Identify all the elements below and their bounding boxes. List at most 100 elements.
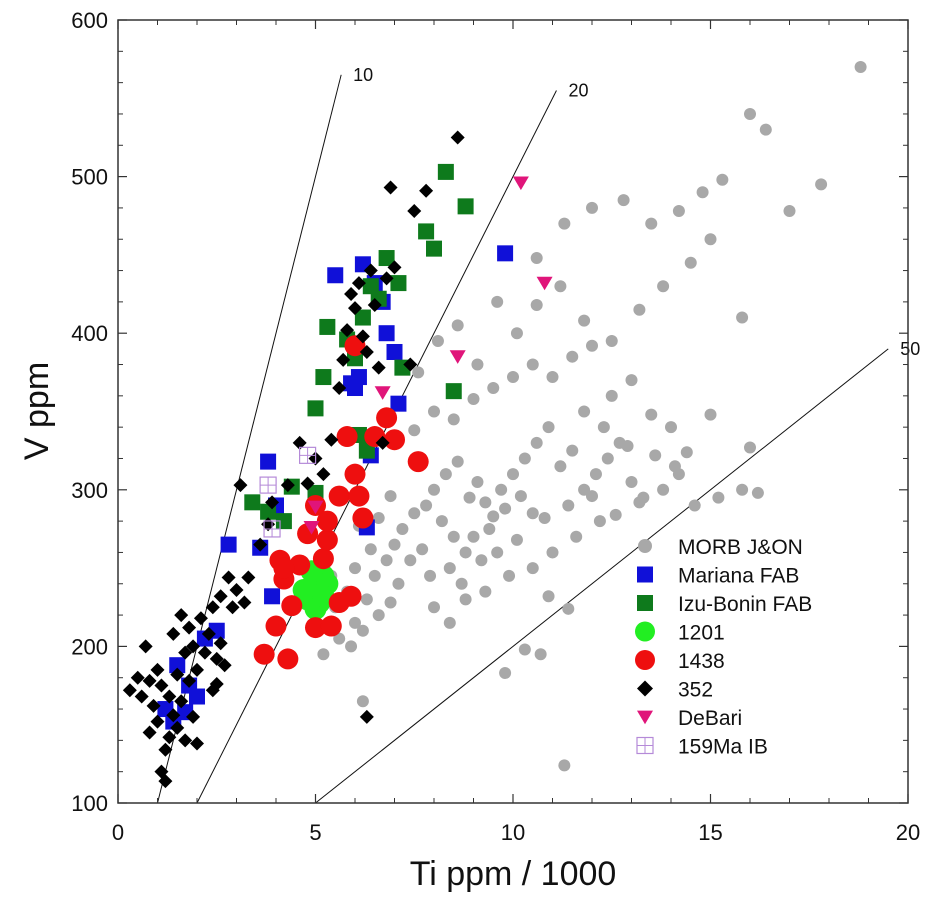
point-2-13 [378, 250, 395, 267]
point-0-127 [356, 695, 369, 708]
point-5-20 [174, 694, 189, 709]
point-5-57 [344, 287, 359, 302]
point-5-72 [359, 709, 374, 724]
point-0-116 [815, 178, 828, 191]
point-0-90 [665, 421, 677, 434]
point-5-65 [379, 271, 394, 286]
point-0-47 [455, 577, 468, 590]
point-5-63 [367, 298, 382, 313]
point-0-14 [471, 475, 484, 488]
point-5-52 [316, 467, 331, 482]
point-4-24 [316, 510, 338, 532]
point-0-101 [633, 303, 646, 316]
point-1-24 [497, 245, 514, 262]
y-tick-label-300: 300 [71, 478, 108, 503]
point-0-129 [364, 543, 377, 556]
series-4 [253, 335, 429, 670]
point-0-93 [451, 319, 464, 332]
point-2-18 [437, 163, 454, 180]
point-0-128 [349, 562, 361, 575]
point-0-59 [712, 491, 725, 504]
series-3 [292, 560, 339, 620]
point-5-13 [162, 689, 177, 704]
point-4-21 [384, 429, 405, 451]
point-0-20 [530, 436, 543, 449]
point-5-48 [280, 478, 295, 493]
point-4-0 [253, 643, 275, 665]
point-1-2 [169, 657, 186, 674]
point-0-28 [625, 475, 638, 488]
legend-marker-3 [635, 621, 655, 642]
point-0-33 [467, 530, 480, 543]
point-0-38 [404, 554, 417, 567]
point-0-40 [392, 577, 405, 590]
point-4-9 [312, 548, 334, 570]
point-0-64 [459, 593, 472, 606]
point-1-4 [189, 688, 205, 705]
point-0-124 [621, 439, 634, 452]
point-0-85 [566, 350, 579, 363]
point-0-58 [688, 499, 701, 512]
point-5-70 [419, 183, 434, 198]
ref-line-label-50: 50 [900, 339, 920, 359]
point-5-3 [138, 639, 153, 654]
point-5-35 [213, 589, 228, 604]
point-5-45 [253, 537, 268, 552]
y-axis-title: V ppm [18, 362, 56, 460]
y-tick-label-400: 400 [71, 321, 108, 346]
point-0-88 [625, 374, 638, 387]
point-0-53 [586, 490, 598, 503]
point-5-62 [363, 263, 378, 278]
point-0-4 [368, 569, 381, 582]
point-0-87 [605, 389, 618, 402]
point-0-21 [542, 421, 555, 434]
point-5-67 [403, 357, 418, 372]
point-5-23 [182, 673, 197, 688]
point-0-78 [428, 405, 440, 418]
point-0-69 [570, 530, 583, 543]
point-0-70 [593, 515, 606, 528]
point-0-61 [751, 486, 764, 499]
y-tick-label-200: 200 [71, 634, 108, 659]
ref-line-label-10: 10 [353, 65, 373, 85]
point-4-4 [277, 648, 299, 670]
legend-label-2: Izu-Bonin FAB [678, 593, 812, 616]
point-5-40 [233, 478, 248, 493]
point-0-132 [384, 490, 397, 503]
point-7-2 [299, 446, 317, 464]
point-5-58 [348, 301, 362, 316]
point-0-131 [372, 511, 385, 524]
point-5-54 [332, 381, 347, 396]
point-0-42 [372, 609, 385, 622]
point-5-66 [387, 260, 402, 275]
legend-label-4: 1438 [678, 650, 725, 673]
point-5-49 [292, 435, 307, 450]
point-0-17 [495, 483, 508, 496]
legend-marker-4 [635, 650, 655, 670]
point-5-9 [154, 678, 169, 693]
point-5-38 [225, 600, 240, 615]
point-4-11 [320, 615, 342, 637]
point-0-55 [633, 496, 646, 509]
point-1-8 [220, 536, 237, 553]
point-0-119 [744, 441, 756, 454]
point-0-95 [491, 295, 504, 308]
x-tick-label-5: 5 [309, 820, 321, 845]
legend-marker-6 [637, 710, 653, 725]
point-5-61 [359, 344, 374, 359]
y-tick-label-500: 500 [71, 165, 108, 190]
point-0-32 [459, 546, 472, 559]
point-3-7 [292, 579, 315, 602]
point-5-19 [174, 608, 189, 623]
point-0-1 [333, 632, 346, 645]
point-0-76 [558, 759, 571, 772]
point-0-106 [558, 217, 571, 230]
point-1-10 [260, 453, 277, 470]
point-0-6 [388, 538, 401, 551]
point-5-27 [190, 662, 204, 677]
point-0-84 [546, 371, 559, 384]
point-0-34 [483, 522, 496, 535]
point-0-56 [657, 483, 670, 496]
point-5-68 [383, 180, 398, 195]
point-0-12 [451, 455, 464, 468]
